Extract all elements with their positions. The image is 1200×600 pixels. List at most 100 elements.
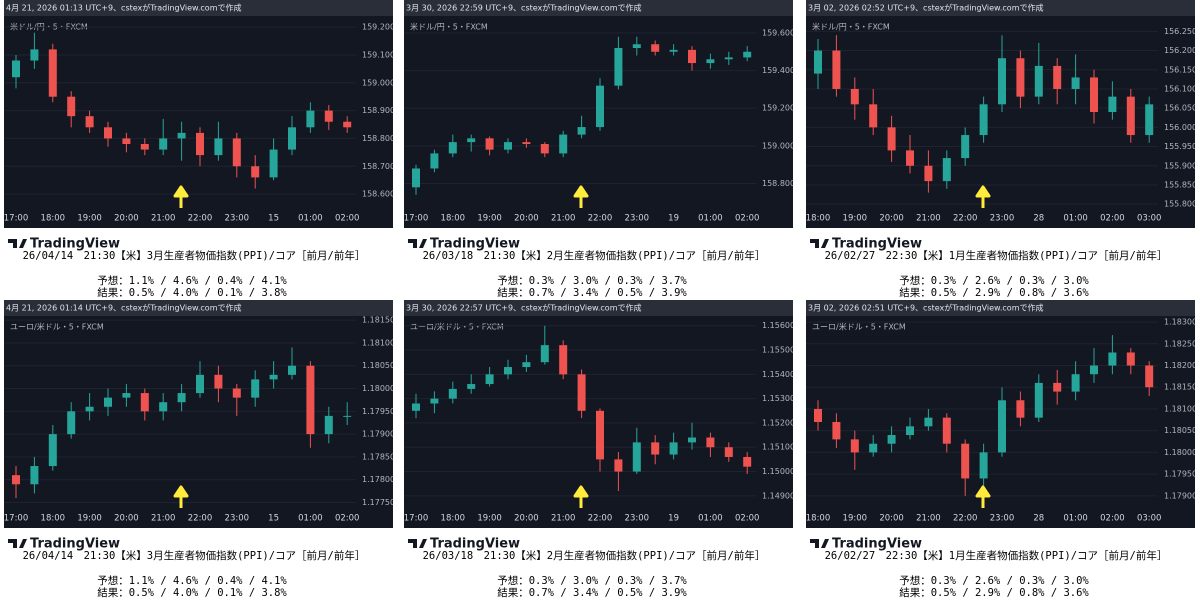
candle-body — [979, 104, 988, 136]
y-tick-label: 1.18050 — [362, 361, 395, 370]
chart-area: 3月 02, 2026 02:51 UTC+9、cstexがTradingVie… — [806, 300, 1197, 528]
x-tick-label: 17:00 — [4, 214, 29, 224]
candle-body — [232, 388, 241, 398]
event-arrow — [173, 185, 189, 208]
candle-body — [1145, 104, 1154, 136]
x-tick-label: 18:00 — [806, 214, 831, 224]
candle-body — [214, 374, 223, 389]
candle-body — [1016, 400, 1025, 418]
logo-icon — [810, 239, 829, 248]
candles — [814, 335, 1154, 496]
x-tick-label: 22:00 — [953, 214, 978, 224]
candle-body — [467, 138, 476, 143]
x-tick-label: 02:00 — [1100, 514, 1125, 524]
x-tick-label: 21:00 — [151, 514, 176, 524]
y-tick-label: 159.400 — [762, 66, 795, 75]
candle-body — [196, 374, 204, 394]
candle-body — [522, 362, 531, 368]
candle-body — [1071, 374, 1080, 392]
y-tick-label: 159.000 — [362, 78, 395, 87]
x-tick-label: 23:00 — [225, 214, 250, 224]
candle-body — [67, 411, 76, 435]
x-tick-label: 20:00 — [879, 514, 904, 524]
y-tick-label: 1.18000 — [362, 384, 395, 393]
event-arrow — [975, 185, 991, 208]
x-tick-label: 01:00 — [698, 514, 723, 524]
x-tick-label: 17:00 — [404, 214, 429, 224]
result-line: 結果：0.5% / 2.9% / 0.8% / 3.6% — [899, 286, 1089, 299]
result-line: 結果：0.5% / 4.0% / 0.1% / 3.8% — [97, 286, 287, 299]
candle-body — [850, 439, 859, 453]
candle-body — [942, 158, 951, 182]
header-text: 4月 21, 2026 01:13 UTC+9、cstexがTradingVie… — [6, 3, 242, 13]
forecast-line: 予想：0.3% / 2.6% / 0.3% / 3.0% — [899, 274, 1089, 287]
candle-body — [177, 132, 186, 139]
y-tick-label: 156.250 — [1164, 27, 1197, 36]
candle-body — [887, 435, 896, 444]
candle-body — [177, 393, 186, 403]
x-tick-label: 02:00 — [735, 214, 760, 224]
chart-background — [4, 316, 393, 528]
y-tick-label: 1.18150 — [362, 316, 395, 325]
candle-body — [614, 48, 623, 86]
candle-body — [924, 417, 933, 427]
candle-body — [614, 459, 623, 472]
candle-body — [343, 415, 352, 417]
candle-body — [448, 388, 457, 399]
x-tick-label: 19:00 — [477, 214, 502, 224]
candle-body — [998, 400, 1006, 453]
candle-body — [269, 374, 278, 380]
candle-body — [324, 110, 333, 122]
chart-panel: 3月 30, 2026 22:59 UTC+9、cstexがTradingVie… — [404, 0, 795, 299]
y-tick-label: 159.100 — [362, 50, 395, 59]
candle-body — [288, 365, 296, 375]
y-tick-label: 1.15100 — [762, 443, 795, 452]
event-headline: 26/02/27 22:30【米】1月生産者物価指数(PPI)/コア［前月/前年… — [825, 249, 1168, 262]
y-tick-label: 1.17850 — [362, 452, 395, 461]
x-tick-label: 20:00 — [514, 214, 539, 224]
candle-body — [577, 374, 586, 411]
y-tick-label: 1.18100 — [362, 338, 395, 347]
header-bar — [404, 300, 793, 316]
symbol-label: 米ドル/円・5・FXCM — [812, 22, 890, 32]
candle-body — [430, 153, 439, 169]
x-tick-label: 18:00 — [41, 514, 66, 524]
y-tick-label: 1.18100 — [1164, 404, 1197, 413]
event-arrow — [975, 485, 991, 508]
chart-area: 4月 21, 2026 01:14 UTC+9、cstexがTradingVie… — [4, 300, 395, 528]
candle-body — [924, 165, 933, 182]
x-tick-label: 01:00 — [298, 214, 323, 224]
logo-icon — [408, 239, 427, 248]
x-tick-label: 03:00 — [1137, 514, 1162, 524]
x-tick-label: 19:00 — [843, 214, 868, 224]
candle-body — [306, 365, 315, 435]
candle-body — [122, 138, 131, 144]
candle-body — [159, 402, 168, 412]
x-tick-label: 23:00 — [625, 514, 650, 524]
candle-body — [632, 44, 641, 48]
chart-panel: 3月 02, 2026 02:52 UTC+9、cstexがTradingVie… — [806, 0, 1197, 299]
x-tick-label: 02:00 — [335, 214, 360, 224]
x-tick-label: 22:00 — [953, 514, 978, 524]
forecast-line: 予想：0.3% / 3.0% / 0.3% / 3.7% — [497, 274, 687, 287]
candle-body — [669, 49, 678, 52]
x-tick-label: 21:00 — [551, 214, 576, 224]
y-tick-label: 158.800 — [762, 179, 795, 188]
event-headline: 26/03/18 21:30【米】2月生産者物価指数(PPI)/コア［前月/前年… — [423, 249, 766, 262]
x-tick-label: 19:00 — [477, 514, 502, 524]
y-tick-label: 1.18200 — [1164, 361, 1197, 370]
x-tick-label: 20:00 — [114, 514, 139, 524]
x-tick-label: 02:00 — [735, 514, 760, 524]
y-tick-label: 155.850 — [1164, 180, 1197, 189]
candle-body — [651, 442, 660, 455]
candle-body — [324, 415, 333, 435]
y-tick-label: 1.17800 — [362, 475, 395, 484]
x-tick-label: 18:00 — [41, 214, 66, 224]
x-tick-label: 18:00 — [441, 514, 466, 524]
candle-body — [559, 134, 568, 154]
candle-body — [887, 127, 896, 151]
candle-body — [343, 121, 352, 128]
candle-body — [942, 417, 951, 444]
